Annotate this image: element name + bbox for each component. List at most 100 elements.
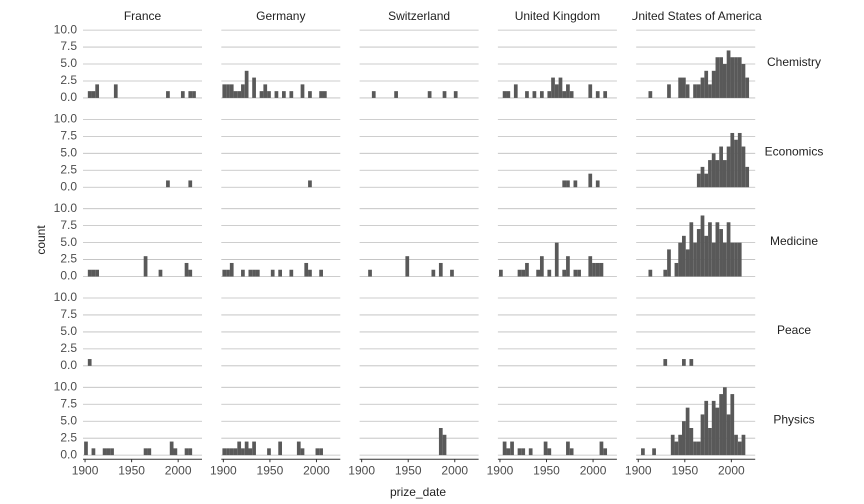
bar <box>229 448 234 456</box>
bar <box>278 269 283 277</box>
bar <box>577 269 581 277</box>
y-tick-label: 10.0 <box>54 22 78 36</box>
bar <box>237 441 242 456</box>
bar <box>734 434 738 456</box>
bar <box>719 146 723 188</box>
x-tick-label: 1900 <box>210 463 237 477</box>
bar <box>737 441 742 456</box>
y-tick-label: 7.5 <box>60 307 77 321</box>
bar <box>689 428 694 456</box>
bar <box>704 70 709 98</box>
bar <box>741 434 746 456</box>
bar <box>711 400 716 456</box>
y-tick-label: 0.0 <box>60 90 77 104</box>
bar <box>745 166 750 188</box>
y-tick-label: 2.5 <box>60 341 77 355</box>
bar <box>368 269 372 277</box>
bar <box>222 84 227 98</box>
bar <box>588 173 593 188</box>
bar <box>674 441 679 456</box>
bar <box>289 269 294 277</box>
bar <box>678 77 683 98</box>
bar <box>143 256 148 277</box>
bar <box>525 91 529 98</box>
bar <box>689 222 694 277</box>
bar <box>708 428 712 456</box>
bar <box>726 414 731 456</box>
bar <box>296 441 301 456</box>
bar <box>730 242 735 277</box>
bar <box>267 91 271 98</box>
bar <box>252 441 256 456</box>
bar <box>525 262 529 277</box>
bar <box>450 269 454 277</box>
bar <box>319 269 323 277</box>
bar <box>708 160 712 188</box>
bar <box>289 91 294 98</box>
bar <box>169 441 174 456</box>
y-tick-label: 10.0 <box>54 379 78 393</box>
bar <box>682 235 686 277</box>
bar <box>84 441 88 456</box>
bar <box>711 242 716 277</box>
bar <box>188 180 193 188</box>
bar <box>588 256 593 277</box>
bar <box>741 146 746 188</box>
bar <box>499 269 503 277</box>
bar <box>730 132 735 188</box>
bar <box>87 91 92 98</box>
bar <box>319 91 323 98</box>
y-tick-label: 5.0 <box>60 145 77 159</box>
bar <box>693 441 697 456</box>
bar <box>715 407 720 456</box>
bar <box>603 448 608 456</box>
bar <box>715 57 720 98</box>
y-tick-label: 2.5 <box>60 252 77 266</box>
bar <box>685 84 690 98</box>
bar <box>573 180 578 188</box>
bar <box>517 448 522 456</box>
bar <box>726 146 731 188</box>
bar <box>674 262 679 277</box>
bar <box>730 394 735 456</box>
y-tick-label: 0.0 <box>60 447 77 461</box>
bar <box>554 84 559 98</box>
row-title: Chemistry <box>767 55 821 69</box>
bar <box>244 441 249 456</box>
bar <box>700 414 705 456</box>
bar <box>663 269 668 277</box>
bar <box>110 448 114 456</box>
bar <box>222 448 227 456</box>
bar <box>682 77 686 98</box>
y-tick-label: 7.5 <box>60 39 77 53</box>
bar <box>539 256 544 277</box>
bar <box>502 441 507 456</box>
bar <box>704 173 709 188</box>
bar <box>708 84 712 98</box>
bar <box>595 180 600 188</box>
bar <box>147 448 152 456</box>
x-axis-label: prize_date <box>390 485 446 499</box>
y-tick-label: 7.5 <box>60 396 77 410</box>
x-tick-label: 1900 <box>348 463 375 477</box>
bar <box>543 441 548 456</box>
y-tick-label: 5.0 <box>60 324 77 338</box>
bar <box>184 448 189 456</box>
bar <box>521 448 526 456</box>
bar <box>226 269 230 277</box>
bar <box>704 400 709 456</box>
bar <box>696 173 701 188</box>
bar <box>244 70 249 98</box>
bar <box>166 180 170 188</box>
bar <box>233 91 238 98</box>
bar <box>667 249 671 277</box>
x-tick-label: 1900 <box>625 463 652 477</box>
bar <box>308 91 312 98</box>
bar <box>229 84 234 98</box>
bar <box>304 262 309 277</box>
x-tick-label: 2000 <box>303 463 330 477</box>
bar <box>595 91 600 98</box>
bar <box>188 91 193 98</box>
bar <box>588 84 593 98</box>
